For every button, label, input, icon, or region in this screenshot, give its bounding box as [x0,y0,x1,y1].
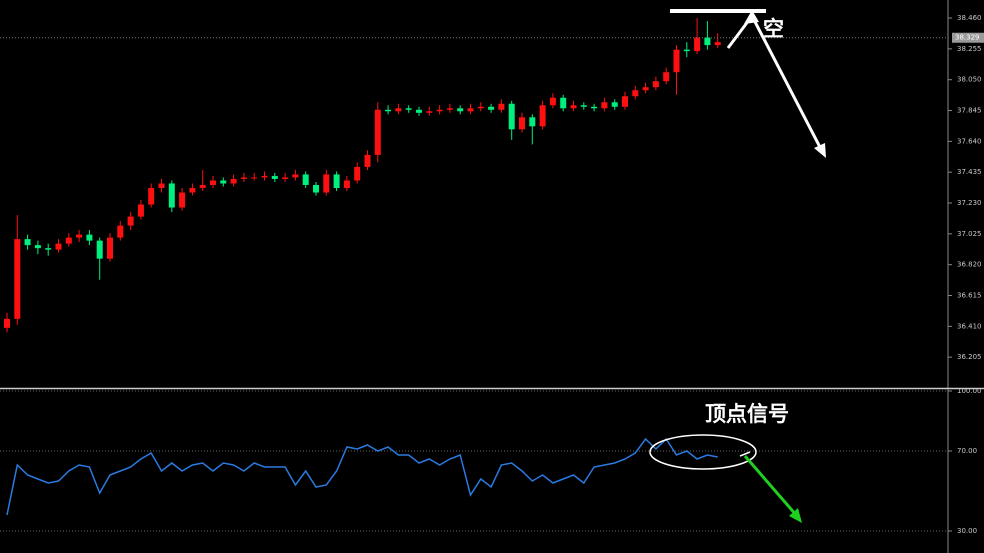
arrow-head [744,10,759,24]
candle-body [632,90,639,97]
y-tick-label: 38.460 [957,14,982,22]
y-tick-label: 37.230 [957,199,982,207]
y-tick-label: 36.615 [957,292,982,300]
candle-body [374,109,381,155]
candle-body [622,96,628,107]
candle-body [261,175,268,178]
y-tick-label: 36.205 [957,353,982,361]
last-price-box [952,32,984,43]
candle-body [86,234,93,241]
y-tick-label: 70.00 [957,447,977,455]
candle-body [570,105,577,109]
y-tick-label: 37.025 [957,230,982,238]
candle-body [189,187,196,193]
y-tick-label: 37.845 [957,107,982,115]
y-tick-label: 100.00 [957,387,982,395]
candle-body [704,37,711,46]
candle-body [313,184,319,193]
candle-body [354,166,361,181]
y-tick-label: 37.435 [957,168,982,176]
last-price-label: 38.329 [955,34,980,42]
signal-dash [739,451,751,457]
candle-body [549,97,556,106]
candle-body [179,192,186,208]
arrow-head [789,508,802,523]
candle-body [148,187,155,205]
candle-body [137,204,144,217]
candle-body [282,177,289,179]
candle-body [426,111,433,113]
indicator-line [6,437,718,516]
candle-body [477,106,484,109]
candle-body [580,105,587,107]
candle-body [364,154,371,167]
candle-body [24,239,31,246]
candle-body [714,42,721,46]
candle-body [271,175,278,179]
candle-body [611,102,618,107]
down-arrow [743,455,799,517]
y-tick-label: 38.255 [957,45,982,53]
candle-body [292,174,299,178]
y-tick-label: 38.050 [957,76,982,84]
candle-body [529,117,536,127]
candle-body [652,81,659,88]
candle-body [107,237,113,259]
candle-body [601,102,608,109]
candle-body [683,49,690,52]
candle-body [240,177,247,179]
arrow-head [814,143,826,158]
candle-body [76,234,83,238]
candle-body [539,105,546,127]
candle-body [96,240,103,259]
candle-body [168,183,175,208]
candle-body [436,109,443,112]
candle-body [117,225,124,238]
candle-body [323,174,330,193]
candle-body [343,180,350,188]
candle-body [467,108,474,112]
y-tick-label: 36.410 [957,322,982,330]
candle-body [158,183,165,188]
candle-body [385,109,392,112]
candle-body [230,178,237,184]
candle-body [519,117,525,130]
candle-body [416,109,422,113]
annotation: 顶点信号 [705,402,789,426]
candle-body [694,37,701,52]
candle-body [663,72,670,82]
candle-body [55,243,62,250]
y-tick-label: 37.640 [957,137,982,145]
candle-body [127,216,134,226]
candle-body [4,318,10,328]
candle-body [34,245,41,249]
candle-body [395,108,402,112]
candle-body [302,174,309,185]
candle-body [457,108,464,112]
candle-body [642,87,649,91]
candle-body [199,184,206,188]
candle-body [508,103,515,130]
candle-body [591,106,598,109]
candle-body [498,103,505,110]
candle-body [45,248,52,250]
y-tick-label: 30.00 [957,527,977,535]
candle-body [560,97,567,109]
annotation: 空 [763,17,784,41]
candle-body [488,106,495,110]
candle-body [405,108,412,110]
candle-body [251,177,258,179]
candle-body [333,174,340,188]
candle-body [446,108,453,110]
signal-ellipse [649,434,757,470]
candle-body [673,49,680,73]
candle-body [65,237,72,244]
candle-body [14,239,21,319]
y-tick-label: 36.820 [957,261,982,269]
candle-body [210,180,216,185]
candle-body [220,180,227,184]
